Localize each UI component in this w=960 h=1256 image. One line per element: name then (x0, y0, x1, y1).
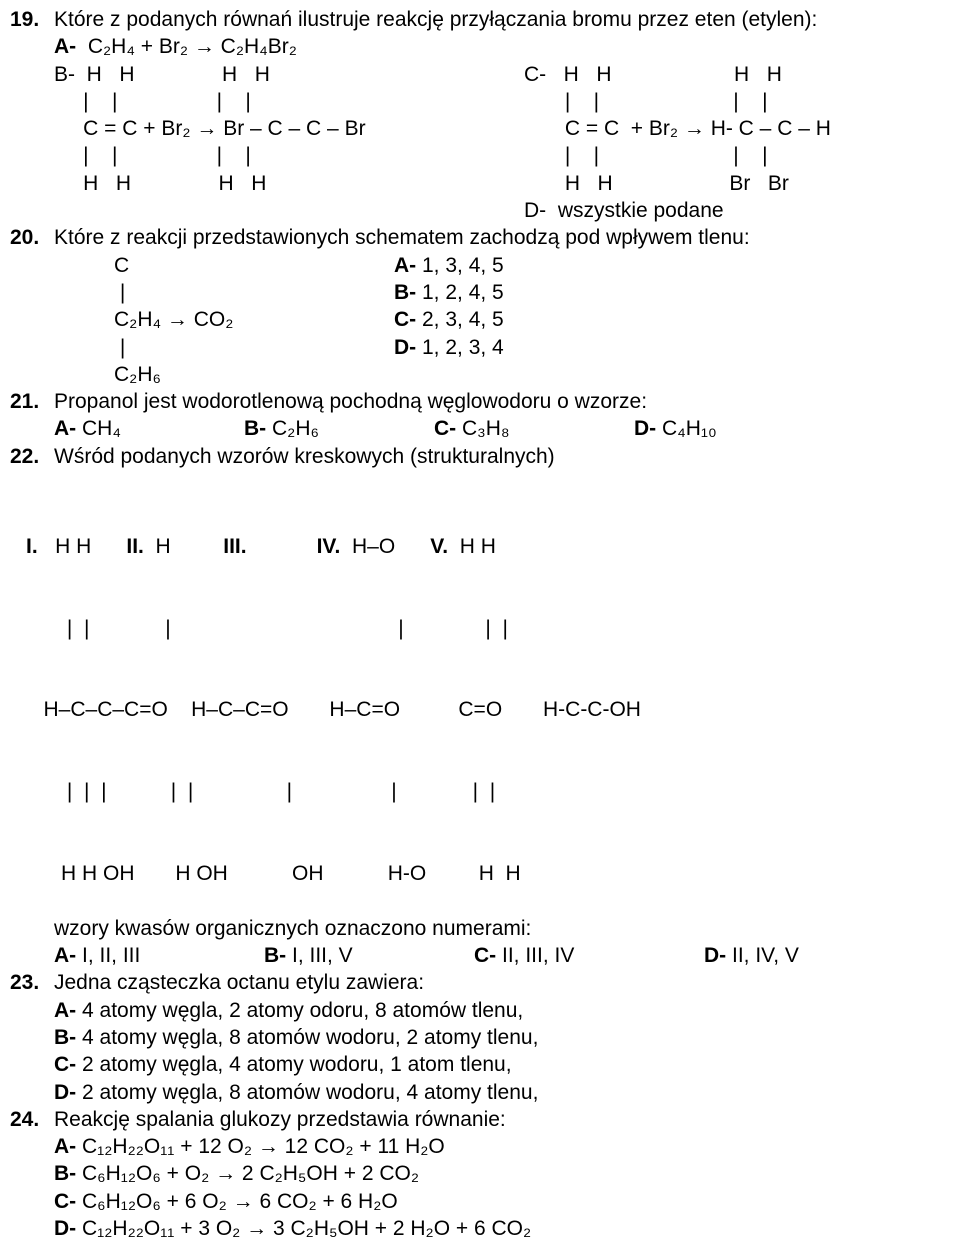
q19-options: A- C₂H₄ + Br₂ → C₂H₄Br₂ (54, 33, 942, 60)
q22-D: D- II, IV, V (704, 942, 799, 969)
question-number: 20. (10, 224, 54, 251)
q23-B: B- 4 atomy węgla, 8 atomów wodoru, 2 ato… (54, 1024, 942, 1051)
q19-A-text: C₂H₄ + Br₂ → C₂H₄Br₂ (76, 35, 297, 58)
q20-A: A-A- 1, 3, 4, 5 1, 3, 4, 5 (394, 252, 504, 279)
q19-structures: B- H H H H | | | | C = C + Br₂ → Br – C … (54, 61, 942, 225)
q22-options: A- I, II, III B- I, III, V C- II, III, I… (54, 942, 942, 969)
q21-options: A- CH₄ B- C₂H₆ C- C₃H₈ D- C₄H₁₀ (54, 415, 942, 442)
q23-A: A- 4 atomy węgla, 2 atomy odoru, 8 atomó… (54, 997, 942, 1024)
q22-row-formula: H–C–C–C=O H–C–C=O H–C=O C=O H-C-C-OH (26, 696, 942, 723)
question-text: Propanol jest wodorotlenową pochodną węg… (54, 388, 942, 415)
q24-C: C- C₆H₁₂O₆ + 6 O₂ → 6 CO₂ + 6 H₂O (54, 1188, 942, 1215)
q21-C: C- C₃H₈ (434, 415, 634, 442)
q22-row-header: I. H H II. H III. IV. H–O V. H H (26, 533, 942, 560)
question-21: 21. Propanol jest wodorotlenową pochodną… (10, 388, 942, 415)
q22-structures: I. H H II. H III. IV. H–O V. H H | | | |… (10, 478, 942, 915)
q20-C: C- 2, 3, 4, 5 (394, 306, 504, 333)
q22-subtext: wzory kwasów organicznych oznaczono nume… (54, 915, 942, 942)
q20-B: B- 1, 2, 4, 5 (394, 279, 504, 306)
question-24: 24. Reakcję spalania glukozy przedstawia… (10, 1106, 942, 1133)
question-text: Które z podanych równań ilustruje reakcj… (54, 6, 942, 33)
q22-row-bottom: H H OH H OH OH H-O H H (26, 860, 942, 887)
question-text: Reakcję spalania glukozy przedstawia rów… (54, 1106, 942, 1133)
q20-scheme: C | C₂H₄ → CO₂ | C₂H₆ (54, 252, 394, 388)
q21-D: D- C₄H₁₀ (634, 415, 717, 442)
question-number: 19. (10, 6, 54, 33)
q24-D: D- C₁₂H₂₂O₁₁ + 3 O₂ → 3 C₂H₅OH + 2 H₂O +… (54, 1215, 942, 1242)
q19-right-structure: C- H H H H | | | | C = C + Br₂ → H- C – … (524, 61, 831, 225)
q20-D: D- 1, 2, 3, 4 (394, 334, 504, 361)
q19-col-left: A- C₂H₄ + Br₂ → C₂H₄Br₂ (54, 33, 360, 60)
question-19: 19. Które z podanych równań ilustruje re… (10, 6, 942, 33)
q21-A: A- CH₄ (54, 415, 244, 442)
question-text: Które z reakcji przedstawionych schemate… (54, 224, 942, 251)
question-20: 20. Które z reakcji przedstawionych sche… (10, 224, 942, 251)
question-22: 22. Wśród podanych wzorów kreskowych (st… (10, 443, 942, 470)
question-23: 23. Jedna cząsteczka octanu etylu zawier… (10, 969, 942, 996)
q21-B: B- C₂H₆ (244, 415, 434, 442)
q23-C: C- 2 atomy węgla, 4 atomy wodoru, 1 atom… (54, 1051, 942, 1078)
q19-A-label: A- (54, 35, 76, 58)
q19-left-structure: B- H H H H | | | | C = C + Br₂ → Br – C … (54, 61, 524, 225)
q22-row-bonds1: | | | | | | (26, 615, 942, 642)
q22-A: A- I, II, III (54, 942, 264, 969)
q20-body: C | C₂H₄ → CO₂ | C₂H₆ A-A- 1, 3, 4, 5 1,… (54, 252, 942, 388)
q22-C: C- II, III, IV (474, 942, 704, 969)
question-number: 21. (10, 388, 54, 415)
question-number: 23. (10, 969, 54, 996)
question-number: 22. (10, 443, 54, 470)
q23-D: D- 2 atomy węgla, 8 atomów wodoru, 4 ato… (54, 1079, 942, 1106)
q20-answers: A-A- 1, 3, 4, 5 1, 3, 4, 5 B- 1, 2, 4, 5… (394, 252, 504, 388)
q24-A: A- C₁₂H₂₂O₁₁ + 12 O₂ → 12 CO₂ + 11 H₂O (54, 1133, 942, 1160)
question-text: Wśród podanych wzorów kreskowych (strukt… (54, 443, 942, 470)
question-text: Jedna cząsteczka octanu etylu zawiera: (54, 969, 942, 996)
q24-B: B- C₆H₁₂O₆ + O₂ → 2 C₂H₅OH + 2 CO₂ (54, 1160, 942, 1187)
q22-row-bonds2: | | | | | | | | | (26, 778, 942, 805)
question-number: 24. (10, 1106, 54, 1133)
q22-B: B- I, III, V (264, 942, 474, 969)
